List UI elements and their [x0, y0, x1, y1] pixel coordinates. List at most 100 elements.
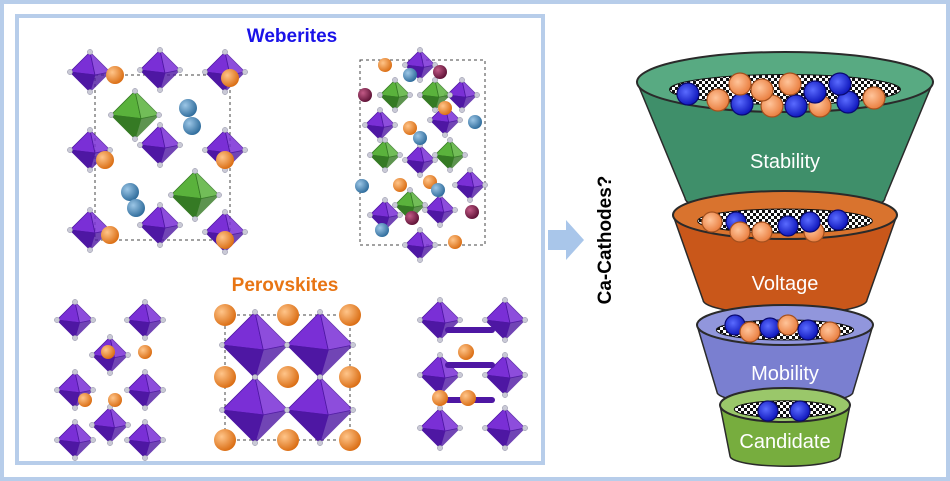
oxygen-atom — [482, 425, 488, 431]
atom — [339, 429, 361, 451]
octahedron-face — [439, 209, 457, 226]
oxygen-atom — [432, 157, 438, 163]
oxygen-atom — [457, 117, 463, 123]
oxygen-atom — [452, 182, 458, 188]
ion-blue — [759, 317, 781, 339]
ion-blue — [797, 319, 819, 341]
atom — [458, 344, 474, 360]
oxygen-atom — [124, 317, 130, 323]
oxygen-atom — [397, 152, 403, 158]
atom — [138, 345, 152, 359]
layer-bar — [445, 362, 495, 368]
oxygen-atom — [417, 425, 423, 431]
oxygen-atom — [417, 227, 423, 233]
oxygen-atom — [132, 88, 138, 94]
funnel-stage-label: Candidate — [739, 431, 830, 453]
oxygen-atom — [89, 352, 95, 358]
ion-blue — [784, 94, 808, 118]
oxygen-atom — [222, 89, 228, 95]
ion-orange — [751, 221, 773, 243]
oxygen-atom — [457, 425, 463, 431]
oxygen-atom — [108, 112, 114, 118]
octahedron-face — [384, 214, 402, 231]
ion-blue — [777, 215, 799, 237]
atom — [96, 151, 114, 169]
oxygen-atom — [442, 132, 448, 138]
oxygen-atom — [284, 342, 290, 348]
oxygen-atom — [407, 187, 413, 193]
oxygen-atom — [432, 242, 438, 248]
oxygen-atom — [417, 92, 423, 98]
oxygen-atom — [222, 249, 228, 255]
octahedron-face — [419, 64, 437, 81]
octahedron-face — [384, 154, 402, 171]
oxygen-atom — [157, 202, 163, 208]
oxygen-atom — [317, 374, 323, 380]
oxygen-atom — [522, 372, 528, 378]
oxygen-atom — [382, 167, 388, 173]
atom — [403, 121, 417, 135]
oxygen-atom — [447, 167, 453, 173]
oxygen-atom — [459, 77, 465, 83]
atom — [468, 115, 482, 129]
oxygen-atom — [422, 202, 428, 208]
oxygen-atom — [107, 440, 113, 446]
oxygen-atom — [417, 257, 423, 263]
octahedron-face — [504, 427, 527, 449]
octahedron-face — [144, 439, 165, 459]
oxygen-atom — [72, 369, 78, 375]
oxygen-atom — [222, 209, 228, 215]
octahedron-face — [419, 159, 437, 176]
ion-blue — [757, 400, 779, 422]
atom — [101, 226, 119, 244]
atom — [375, 223, 389, 237]
atom — [378, 58, 392, 72]
oxygen-atom — [447, 92, 453, 98]
oxygen-atom — [132, 136, 138, 142]
atom — [431, 183, 445, 197]
atom — [403, 68, 417, 82]
octahedron-face — [319, 344, 355, 379]
oxygen-atom — [467, 197, 473, 203]
ion-blue — [730, 92, 754, 116]
funnel-stage-label: Stability — [750, 151, 820, 173]
oxygen-atom — [452, 207, 458, 213]
oxygen-atom — [142, 405, 148, 411]
oxygen-atom — [72, 419, 78, 425]
oxygen-atom — [382, 197, 388, 203]
oxygen-atom — [350, 342, 356, 348]
oxygen-atom — [192, 216, 198, 222]
oxygen-atom — [157, 47, 163, 53]
oxygen-atom — [502, 352, 508, 358]
oxygen-atom — [72, 455, 78, 461]
oxygen-atom — [502, 445, 508, 451]
oxygen-atom — [367, 152, 373, 158]
weberites-title: Weberites — [247, 26, 337, 47]
oxygen-atom — [474, 92, 480, 98]
funnel-stage-voltage: Voltage — [671, 190, 899, 316]
oxygen-atom — [417, 372, 423, 378]
oxygen-atom — [502, 337, 508, 343]
octahedron-face — [394, 94, 412, 111]
octahedron-face — [144, 389, 165, 409]
oxygen-atom — [87, 127, 93, 133]
octahedron-face — [419, 244, 437, 261]
oxygen-atom — [87, 89, 93, 95]
atom — [405, 211, 419, 225]
ion-orange — [778, 72, 802, 96]
oxygen-atom — [160, 317, 166, 323]
octahedron-face — [439, 374, 462, 396]
oxygen-atom — [397, 212, 403, 218]
atom — [277, 429, 299, 451]
octahedron-face — [254, 409, 290, 444]
oxygen-atom — [422, 207, 428, 213]
atom — [121, 183, 139, 201]
weberite-structure-1 — [67, 47, 248, 255]
atom — [127, 199, 145, 217]
oxygen-atom — [137, 142, 143, 148]
oxygen-atom — [392, 202, 398, 208]
octahedron-face — [74, 439, 95, 459]
octahedron-face — [109, 424, 130, 444]
